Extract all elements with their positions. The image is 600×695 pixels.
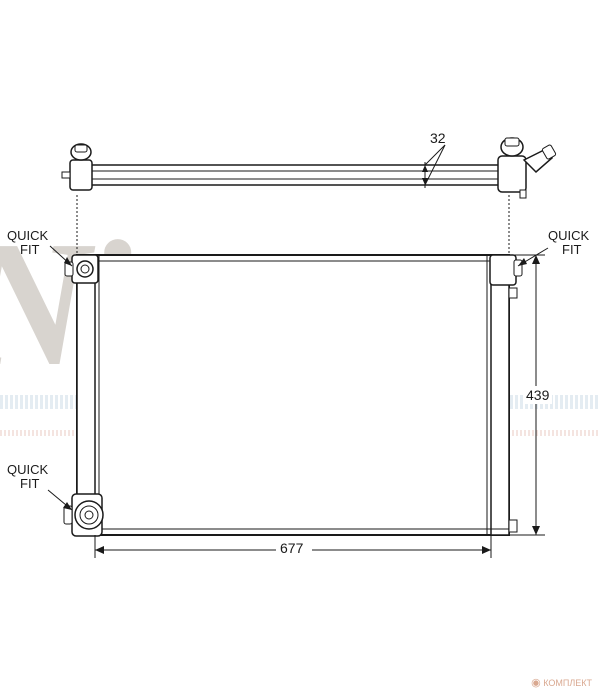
- dim-height-value: 439: [526, 387, 550, 403]
- mount-bottom-right: [509, 520, 517, 532]
- svg-text:QUICK FIT: QUICK FIT: [7, 228, 52, 257]
- front-view: [64, 255, 522, 536]
- top-view: 32: [62, 130, 556, 198]
- quickfit-top-left: QUICK FIT: [7, 228, 72, 266]
- svg-text:QUICK FIT: QUICK FIT: [548, 228, 593, 257]
- dim-tube-value: 32: [430, 130, 446, 146]
- quickfit-bottom-left: QUICK FIT: [7, 462, 72, 510]
- dim-width-value: 677: [280, 540, 304, 556]
- dim-width: 677: [95, 535, 491, 558]
- diagram-canvas: Nissens: [0, 0, 600, 695]
- vendor-mark: ◉ КОМПЛЕКТ: [531, 676, 592, 689]
- port-top-left: [65, 255, 98, 283]
- quickfit-top-right: QUICK FIT: [518, 228, 593, 266]
- technical-drawing: 32: [0, 0, 600, 695]
- svg-text:QUICK FIT: QUICK FIT: [7, 462, 52, 491]
- port-bottom-left: [64, 494, 103, 536]
